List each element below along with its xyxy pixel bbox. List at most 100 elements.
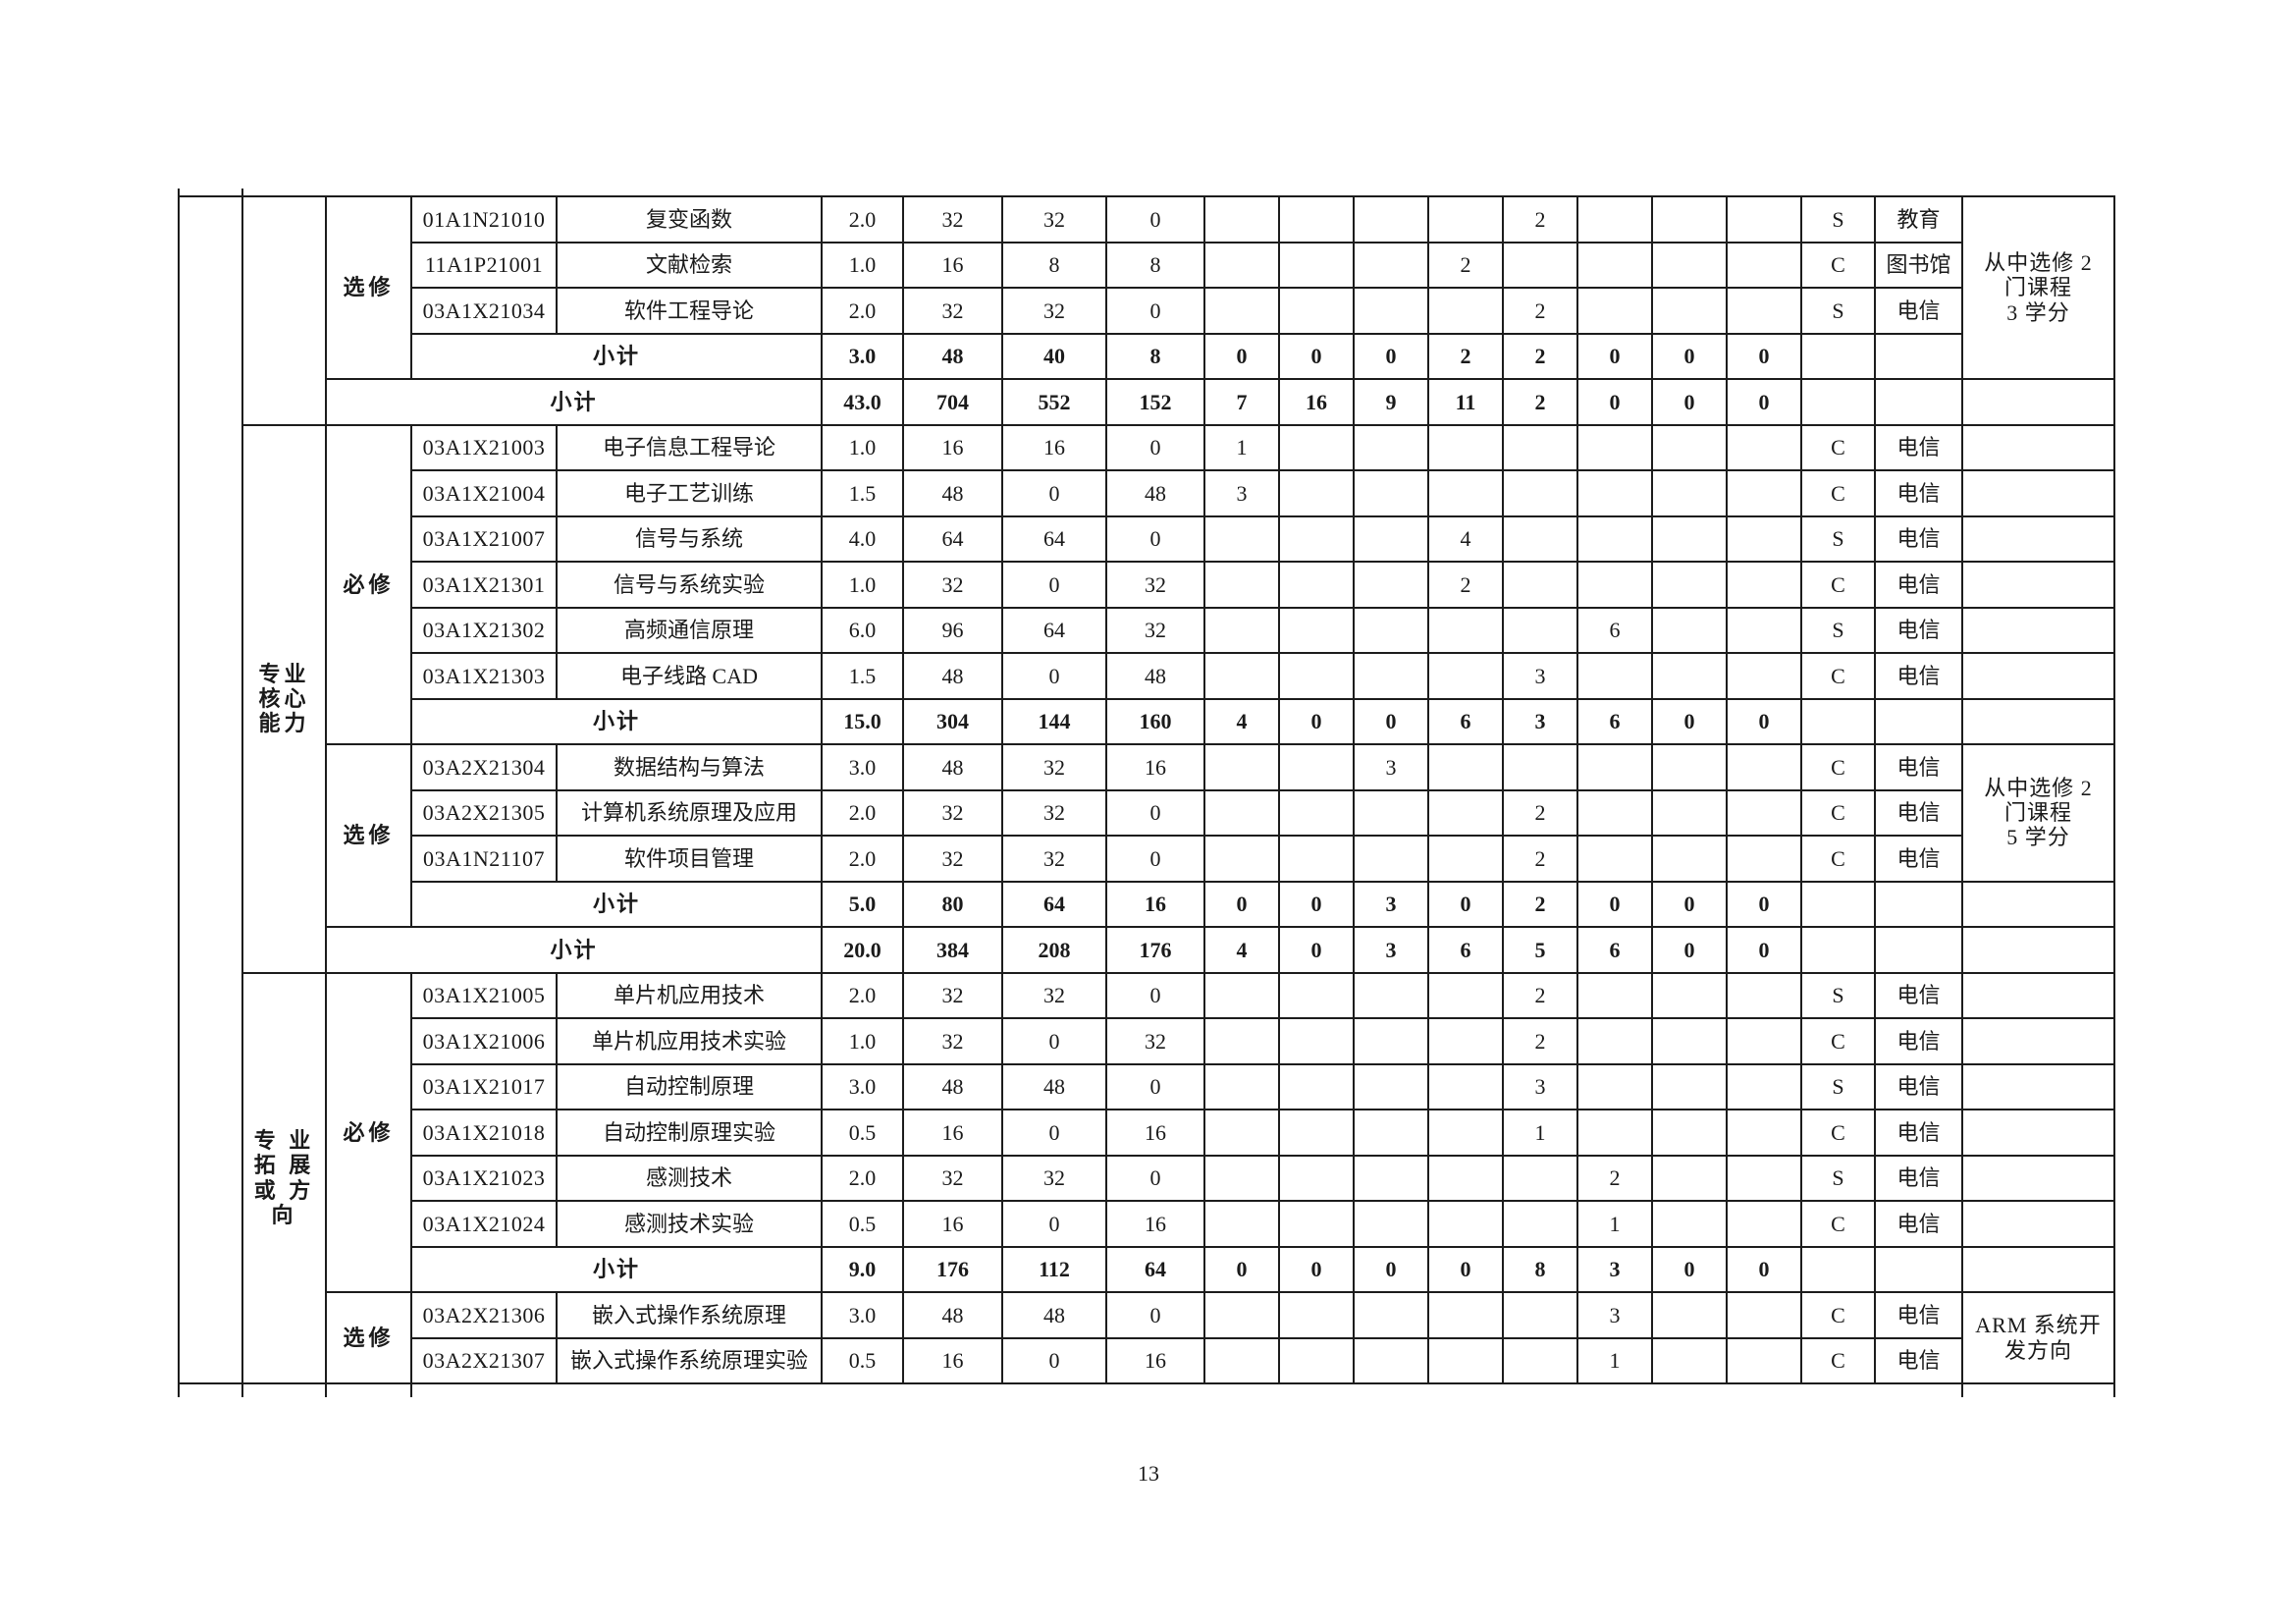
value-cell: 32 [902, 835, 1003, 883]
value-cell: 1 [1576, 1200, 1653, 1248]
subtotal-value-cell: 0 [1651, 332, 1728, 380]
value-cell [1353, 606, 1429, 654]
value-cell: 0 [1001, 561, 1107, 609]
subtotal-value-cell: 144 [1001, 697, 1107, 745]
value-cell: 0 [1105, 195, 1205, 244]
value-cell [1203, 1336, 1280, 1384]
value-cell: 3.0 [821, 743, 904, 791]
value-cell: 16 [902, 241, 1003, 289]
table-row: 03A1X21004 电子工艺训练 1.5 48 0 48 3 C 电信 [179, 469, 2115, 517]
subtotal-value-cell: 0 [1278, 332, 1355, 380]
value-cell: 32 [1001, 788, 1107, 837]
value-cell [1203, 561, 1280, 609]
table-row: 小计 5.0 80 64 16 0 0 3 0 2 0 0 0 [179, 880, 2115, 928]
course-type-cell: 选修 [325, 1291, 412, 1384]
value-cell: 0 [1001, 1017, 1107, 1065]
course-name-cell: 信号与系统实验 [556, 561, 823, 609]
subtotal-value-cell: 64 [1105, 1245, 1205, 1293]
value-cell [1502, 1154, 1578, 1202]
empty-cell [1800, 332, 1876, 380]
value-cell: 6 [1576, 606, 1653, 654]
course-code-cell: 03A1X21303 [410, 652, 558, 700]
value-cell [1278, 1017, 1355, 1065]
value-cell [1726, 1109, 1802, 1157]
subtotal-value-cell: 15.0 [821, 697, 904, 745]
value-cell: 0 [1001, 1200, 1107, 1248]
course-code-cell: 03A1X21017 [410, 1062, 558, 1110]
subtotal-label-cell: 小计 [325, 378, 823, 426]
exam-type-cell: S [1800, 1062, 1876, 1110]
value-cell [1203, 514, 1280, 563]
department-cell: 电信 [1874, 1336, 1963, 1384]
value-cell: 32 [1001, 287, 1107, 335]
value-cell [1278, 606, 1355, 654]
value-cell [1278, 1200, 1355, 1248]
subtotal-value-cell: 3 [1353, 880, 1429, 928]
value-cell: 64 [1001, 514, 1107, 563]
empty-cell [1961, 880, 2115, 928]
course-name-cell: 感测技术实验 [556, 1200, 823, 1248]
subtotal-value-cell: 0 [1726, 880, 1802, 928]
exam-type-cell: C [1800, 1017, 1876, 1065]
value-cell [1651, 469, 1728, 517]
value-cell: 1.0 [821, 241, 904, 289]
value-cell: 32 [902, 1154, 1003, 1202]
subtotal-value-cell: 64 [1001, 880, 1107, 928]
value-cell: 16 [1105, 743, 1205, 791]
value-cell: 6.0 [821, 606, 904, 654]
value-cell [1576, 287, 1653, 335]
value-cell [1427, 1062, 1504, 1110]
value-cell [1651, 287, 1728, 335]
empty-cell [1800, 1245, 1876, 1293]
value-cell [1502, 514, 1578, 563]
value-cell [1502, 1200, 1578, 1248]
table-row: 选修 03A2X21306 嵌入式操作系统原理 3.0 48 48 0 3 C 电信 ARM 系统开… [179, 1291, 2115, 1384]
subtotal-label-cell: 小计 [410, 880, 823, 928]
course-code-cell: 03A2X21305 [410, 788, 558, 837]
empty-cell [1961, 652, 2115, 700]
value-cell: 1 [1576, 1336, 1653, 1384]
subtotal-value-cell: 43.0 [821, 378, 904, 426]
course-code-cell: 03A1X21005 [410, 971, 558, 1019]
value-cell: 1 [1502, 1109, 1578, 1157]
subtotal-value-cell: 0 [1651, 1245, 1728, 1293]
value-cell [1502, 1336, 1578, 1384]
value-cell [1651, 423, 1728, 471]
value-cell: 64 [902, 514, 1003, 563]
empty-cell [1800, 926, 1876, 974]
value-cell [1278, 1109, 1355, 1157]
subtotal-value-cell: 20.0 [821, 926, 904, 974]
curriculum-table-body: 选修 01A1N21010 复变函数 2.0 32 32 0 2 S 教育 从中选修 2 门课程 3… [178, 195, 2115, 1384]
value-cell [1353, 561, 1429, 609]
value-cell [1278, 195, 1355, 244]
course-name-cell: 单片机应用技术实验 [556, 1017, 823, 1065]
value-cell: 1.0 [821, 423, 904, 471]
empty-cell [1800, 378, 1876, 426]
value-cell [1353, 1062, 1429, 1110]
value-cell [1651, 606, 1728, 654]
value-cell: 48 [902, 743, 1003, 791]
subtotal-value-cell: 5.0 [821, 880, 904, 928]
table-continuation-stub [410, 1382, 412, 1397]
course-code-cell: 03A1N21107 [410, 835, 558, 883]
table-row: 选修 01A1N21010 复变函数 2.0 32 32 0 2 S 教育 从中选修 2 门课程 3… [178, 195, 2115, 1384]
value-cell [1502, 1291, 1578, 1339]
empty-cell [1874, 1245, 1963, 1293]
value-cell [1353, 514, 1429, 563]
table-row: 03A2X21307 嵌入式操作系统原理实验 0.5 16 0 16 1 C 电信 [179, 1336, 2114, 1384]
department-cell: 电信 [1874, 788, 1963, 837]
course-name-cell: 感测技术 [556, 1154, 823, 1202]
value-cell [1726, 835, 1802, 883]
subtotal-value-cell: 11 [1427, 378, 1504, 426]
subtotal-value-cell: 2 [1502, 378, 1578, 426]
value-cell [1726, 195, 1802, 244]
department-cell: 电信 [1874, 743, 1963, 791]
value-cell [1576, 423, 1653, 471]
value-cell: 32 [1001, 1154, 1107, 1202]
exam-type-cell: C [1800, 743, 1876, 791]
subtotal-value-cell: 0 [1203, 880, 1280, 928]
value-cell: 2.0 [821, 971, 904, 1019]
value-cell: 3.0 [821, 1291, 904, 1339]
course-code-cell: 03A1X21301 [410, 561, 558, 609]
subtotal-value-cell: 0 [1203, 332, 1280, 380]
